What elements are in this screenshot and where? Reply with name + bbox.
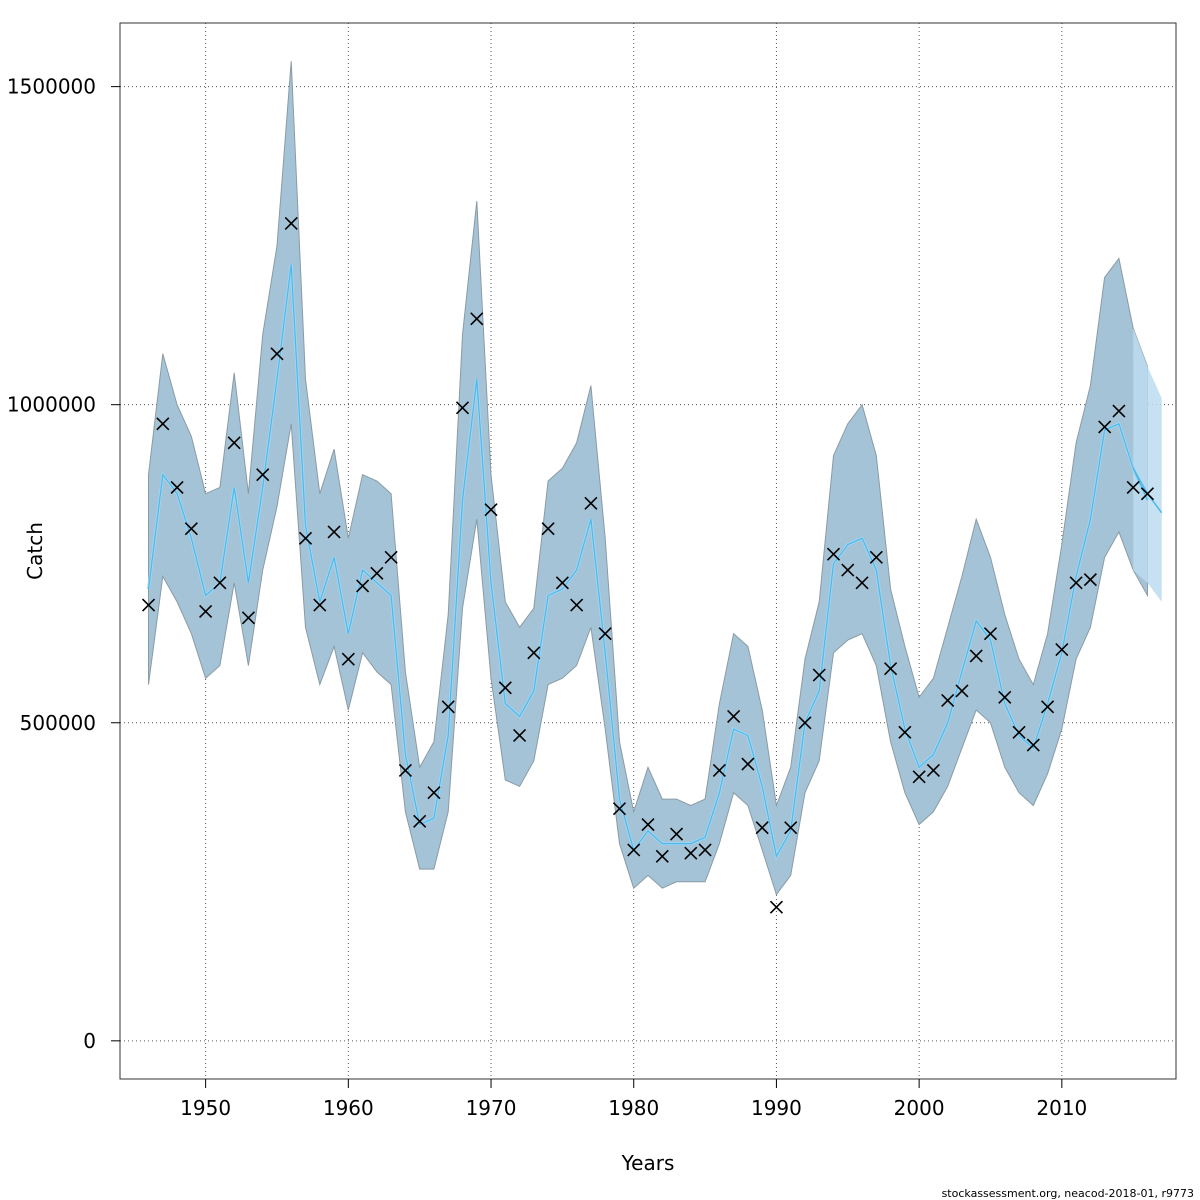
observed-point [241, 611, 255, 625]
x-tick-label: 1990 [751, 1096, 802, 1120]
observed-point [141, 598, 156, 612]
observed-point [841, 563, 855, 577]
forecast-band [1133, 328, 1162, 602]
footer-credit: stockassessment.org, neacod-2018-01, r97… [942, 1187, 1194, 1200]
observed-point [298, 531, 313, 545]
y-tick-label: 1000000 [7, 393, 96, 417]
observed-point [926, 763, 940, 778]
observed-point [327, 525, 341, 539]
y-axis: 0 500000 1000000 1500000 [7, 75, 120, 1053]
observed-point [413, 814, 427, 828]
estimate-line [147, 264, 1149, 858]
observed-point [541, 522, 555, 536]
observed-point [513, 728, 527, 743]
observed-point [398, 763, 412, 778]
observed-point [955, 684, 969, 698]
observed-point [612, 802, 627, 816]
confidence-bands [148, 61, 1162, 896]
observed-point [869, 550, 883, 564]
x-axis-title: Years [621, 1151, 675, 1175]
observed-point [1083, 573, 1097, 587]
observed-point [1041, 700, 1055, 714]
observed-point [769, 900, 783, 914]
observed-point [484, 503, 498, 517]
observed-point [741, 757, 755, 771]
observed-point [727, 709, 741, 723]
confidence-band [148, 61, 1148, 896]
observed-point [1112, 404, 1126, 418]
observed-point [784, 821, 798, 835]
x-tick-label: 2010 [1036, 1096, 1087, 1120]
observed-point [213, 576, 227, 590]
observed-point [584, 496, 598, 510]
observed-point [284, 216, 298, 230]
observed-point [1069, 576, 1083, 590]
y-axis-title: Catch [23, 522, 47, 580]
observed-point [1140, 487, 1155, 501]
observed-point [199, 604, 213, 618]
observed-point [655, 849, 669, 863]
observed-point [969, 649, 983, 663]
grid-lines [120, 23, 1176, 1079]
observed-point [983, 627, 998, 641]
observed-point [441, 700, 455, 714]
observed-point [356, 579, 370, 593]
observed-point [598, 627, 612, 641]
observed-point [669, 827, 684, 841]
observed-point [256, 468, 270, 482]
observed-point [1026, 738, 1040, 752]
plot-frame [119, 22, 1177, 1080]
observed-point [341, 652, 355, 666]
x-tick-label: 2000 [894, 1096, 945, 1120]
observed-point [170, 480, 184, 494]
y-tick-label: 1500000 [7, 75, 96, 99]
observed-point [184, 522, 198, 536]
x-tick-label: 1980 [608, 1096, 659, 1120]
observed-point [684, 846, 698, 860]
observed-point [998, 690, 1012, 704]
observed-point [712, 763, 726, 778]
observed-point [570, 598, 584, 612]
observed-markers [141, 216, 1155, 914]
observed-point [1012, 725, 1026, 739]
observed-point [641, 817, 655, 832]
observed-point [313, 598, 327, 612]
observed-point [898, 725, 912, 739]
observed-point [1098, 420, 1112, 434]
observed-point [470, 312, 484, 326]
observed-point [798, 716, 812, 730]
y-tick-label: 500000 [20, 711, 96, 735]
observed-point [384, 550, 398, 564]
observed-point [826, 547, 841, 561]
x-axis: 1950 1960 1970 1980 1990 2000 2010 [180, 1079, 1087, 1120]
observed-point [270, 347, 284, 361]
observed-point [427, 786, 441, 800]
observed-point [1126, 480, 1140, 494]
x-tick-label: 1960 [323, 1096, 374, 1120]
observed-point [812, 668, 826, 682]
x-tick-label: 1970 [466, 1096, 517, 1120]
y-tick-label: 0 [83, 1029, 96, 1053]
observed-point [455, 401, 470, 415]
observed-point [912, 770, 926, 784]
observed-point [941, 693, 955, 708]
observed-point [156, 417, 170, 431]
observed-point [555, 576, 569, 590]
observed-point [227, 436, 241, 450]
observed-point [527, 646, 541, 660]
observed-point [627, 843, 641, 857]
observed-point [498, 681, 512, 695]
observed-point [1055, 643, 1069, 657]
observed-point [698, 843, 712, 857]
x-tick-label: 1950 [180, 1096, 231, 1120]
observed-point [884, 662, 898, 676]
observed-point [855, 576, 869, 590]
observed-point [755, 821, 769, 835]
observed-point [370, 566, 384, 580]
